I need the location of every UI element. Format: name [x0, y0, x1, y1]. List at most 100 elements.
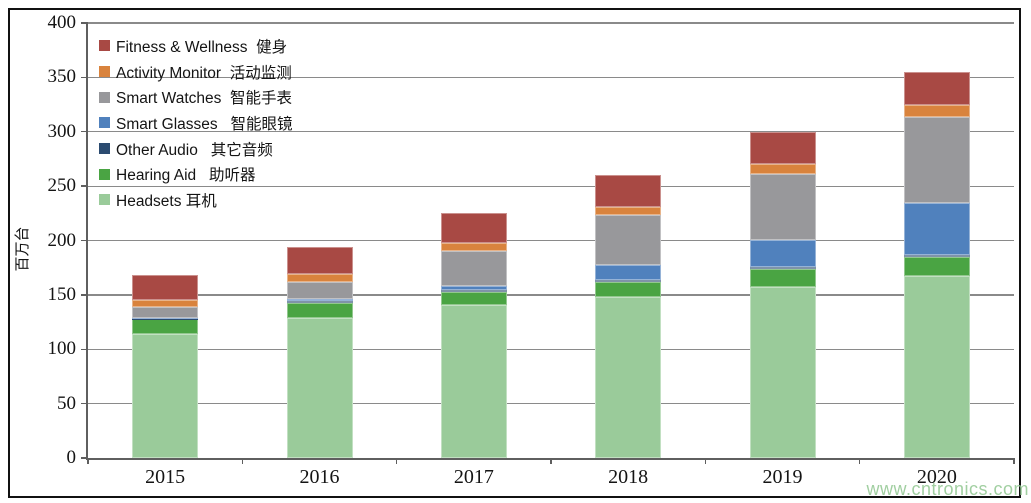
bar-2015 [132, 23, 199, 458]
bar-segment-smart-glasses-2019 [749, 239, 816, 267]
bar-segment-fitness-wellness-2019 [749, 131, 816, 165]
x-axis-tick [858, 458, 861, 464]
bar-segment-hearing-aid-2015 [132, 319, 199, 335]
gridline-100 [88, 348, 1014, 350]
bar-segment-other-audio-2016 [286, 301, 353, 303]
legend-swatch-other-audio [99, 143, 110, 155]
legend-swatch-hearing-aid [99, 168, 110, 180]
legend-item-fitness-wellness: Fitness & Wellness 健身 [99, 33, 293, 59]
gridline-300 [88, 131, 1014, 133]
y-axis-tick [81, 457, 88, 459]
y-axis-line [86, 23, 88, 460]
bar-segment-hearing-aid-2017 [440, 292, 507, 306]
watermark: www.cntronics.com [866, 479, 1029, 499]
y-tick-label-400: 400 [47, 12, 77, 33]
legend-item-smart-watches: Smart Watches 智能手表 [99, 84, 293, 110]
legend-label-activity-monitor: Activity Monitor 活动监测 [116, 64, 292, 82]
bar-segment-fitness-wellness-2018 [595, 175, 662, 207]
bar-2016 [286, 23, 353, 458]
y-axis-tick [81, 294, 88, 296]
bar-segment-activity-monitor-2020 [903, 104, 970, 117]
legend-item-other-audio: Other Audio 其它音频 [99, 136, 293, 162]
legend-label-smart-glasses: Smart Glasses 智能眼镜 [116, 115, 293, 133]
legend-label-other-audio: Other Audio 其它音频 [116, 141, 273, 159]
legend-label-smart-watches: Smart Watches 智能手表 [116, 90, 292, 108]
legend-swatch-smart-glasses [99, 117, 110, 129]
bar-2020 [903, 23, 970, 458]
bar-segment-smart-watches-2018 [595, 214, 662, 265]
bar-segment-fitness-wellness-2015 [132, 275, 199, 301]
bar-segment-other-audio-2017 [440, 289, 507, 293]
bar-segment-activity-monitor-2017 [440, 242, 507, 251]
y-tick-label-100: 100 [47, 338, 77, 360]
y-axis-tick [81, 185, 88, 187]
x-tick-label-2019: 2019 [762, 466, 803, 488]
bar-segment-smart-glasses-2015 [132, 318, 199, 319]
bar-segment-smart-watches-2017 [440, 250, 507, 287]
y-tick-label-200: 200 [47, 229, 77, 251]
bar-segment-headsets-2019 [749, 287, 816, 458]
chart-outer-border [8, 8, 1021, 498]
legend-item-headsets: Headsets 耳机 [99, 187, 293, 213]
bar-segment-smart-glasses-2016 [286, 299, 353, 302]
bar-segment-fitness-wellness-2016 [286, 247, 353, 275]
y-axis-tick [81, 22, 88, 24]
x-tick-label-2018: 2018 [608, 466, 649, 488]
y-axis-tick [81, 131, 88, 133]
legend-item-activity-monitor: Activity Monitor 活动监测 [99, 59, 293, 85]
bar-2018 [595, 23, 662, 458]
y-tick-label-300: 300 [47, 120, 77, 142]
legend-label-hearing-aid: Hearing Aid 助听器 [116, 167, 256, 185]
bar-segment-other-audio-2019 [749, 266, 816, 270]
bar-segment-hearing-aid-2019 [749, 269, 816, 288]
bar-segment-activity-monitor-2015 [132, 300, 199, 308]
gridline-150 [88, 294, 1014, 296]
legend-swatch-smart-watches [99, 91, 110, 103]
x-axis-tick [704, 458, 707, 464]
legend-label-headsets: Headsets 耳机 [116, 192, 217, 210]
y-tick-label-250: 250 [47, 175, 77, 197]
x-axis-tick [87, 458, 89, 464]
bar-segment-headsets-2020 [903, 275, 970, 458]
bar-segment-smart-glasses-2017 [440, 286, 507, 290]
bar-segment-activity-monitor-2019 [749, 164, 816, 175]
y-tick-label-50: 50 [57, 392, 76, 414]
y-axis-tick [81, 239, 88, 242]
x-axis-tick [1013, 458, 1015, 464]
bar-segment-hearing-aid-2016 [286, 302, 353, 318]
bar-segment-activity-monitor-2016 [286, 274, 353, 282]
legend: Fitness & Wellness 健身 Activity Monitor 活动… [99, 33, 293, 213]
y-tick-label-350: 350 [47, 66, 77, 88]
x-axis-tick [241, 458, 244, 464]
x-axis-tick [395, 458, 398, 464]
x-tick-label-2016: 2016 [299, 466, 340, 488]
bar-segment-activity-monitor-2018 [595, 206, 662, 215]
bar-segment-smart-watches-2019 [749, 174, 816, 240]
x-tick-label-2020: 2020 [916, 466, 957, 488]
gridline-350 [88, 76, 1014, 79]
bar-segment-fitness-wellness-2017 [440, 213, 507, 243]
bar-segment-other-audio-2020 [903, 254, 970, 257]
gridline-250 [88, 185, 1014, 187]
bar-segment-fitness-wellness-2020 [903, 71, 970, 105]
bar-segment-headsets-2017 [440, 305, 507, 458]
legend-swatch-headsets [99, 194, 110, 206]
x-axis-line [86, 458, 1014, 460]
bar-2019 [749, 23, 816, 458]
legend-swatch-fitness-wellness [99, 40, 110, 52]
bar-segment-other-audio-2018 [595, 280, 662, 283]
x-tick-label-2017: 2017 [453, 466, 494, 488]
legend-item-hearing-aid: Hearing Aid 助听器 [99, 161, 293, 187]
y-tick-label-150: 150 [47, 283, 77, 305]
bar-segment-other-audio-2015 [132, 318, 199, 320]
bar-2017 [440, 23, 507, 458]
x-tick-label-2015: 2015 [145, 466, 186, 488]
gridline-400 [88, 22, 1014, 24]
y-tick-label-0: 0 [66, 447, 77, 468]
bar-segment-hearing-aid-2020 [903, 256, 970, 276]
gridline-50 [88, 403, 1014, 405]
y-axis-tick [81, 402, 88, 405]
legend-swatch-activity-monitor [99, 66, 110, 78]
bar-segment-smart-glasses-2018 [595, 264, 662, 281]
